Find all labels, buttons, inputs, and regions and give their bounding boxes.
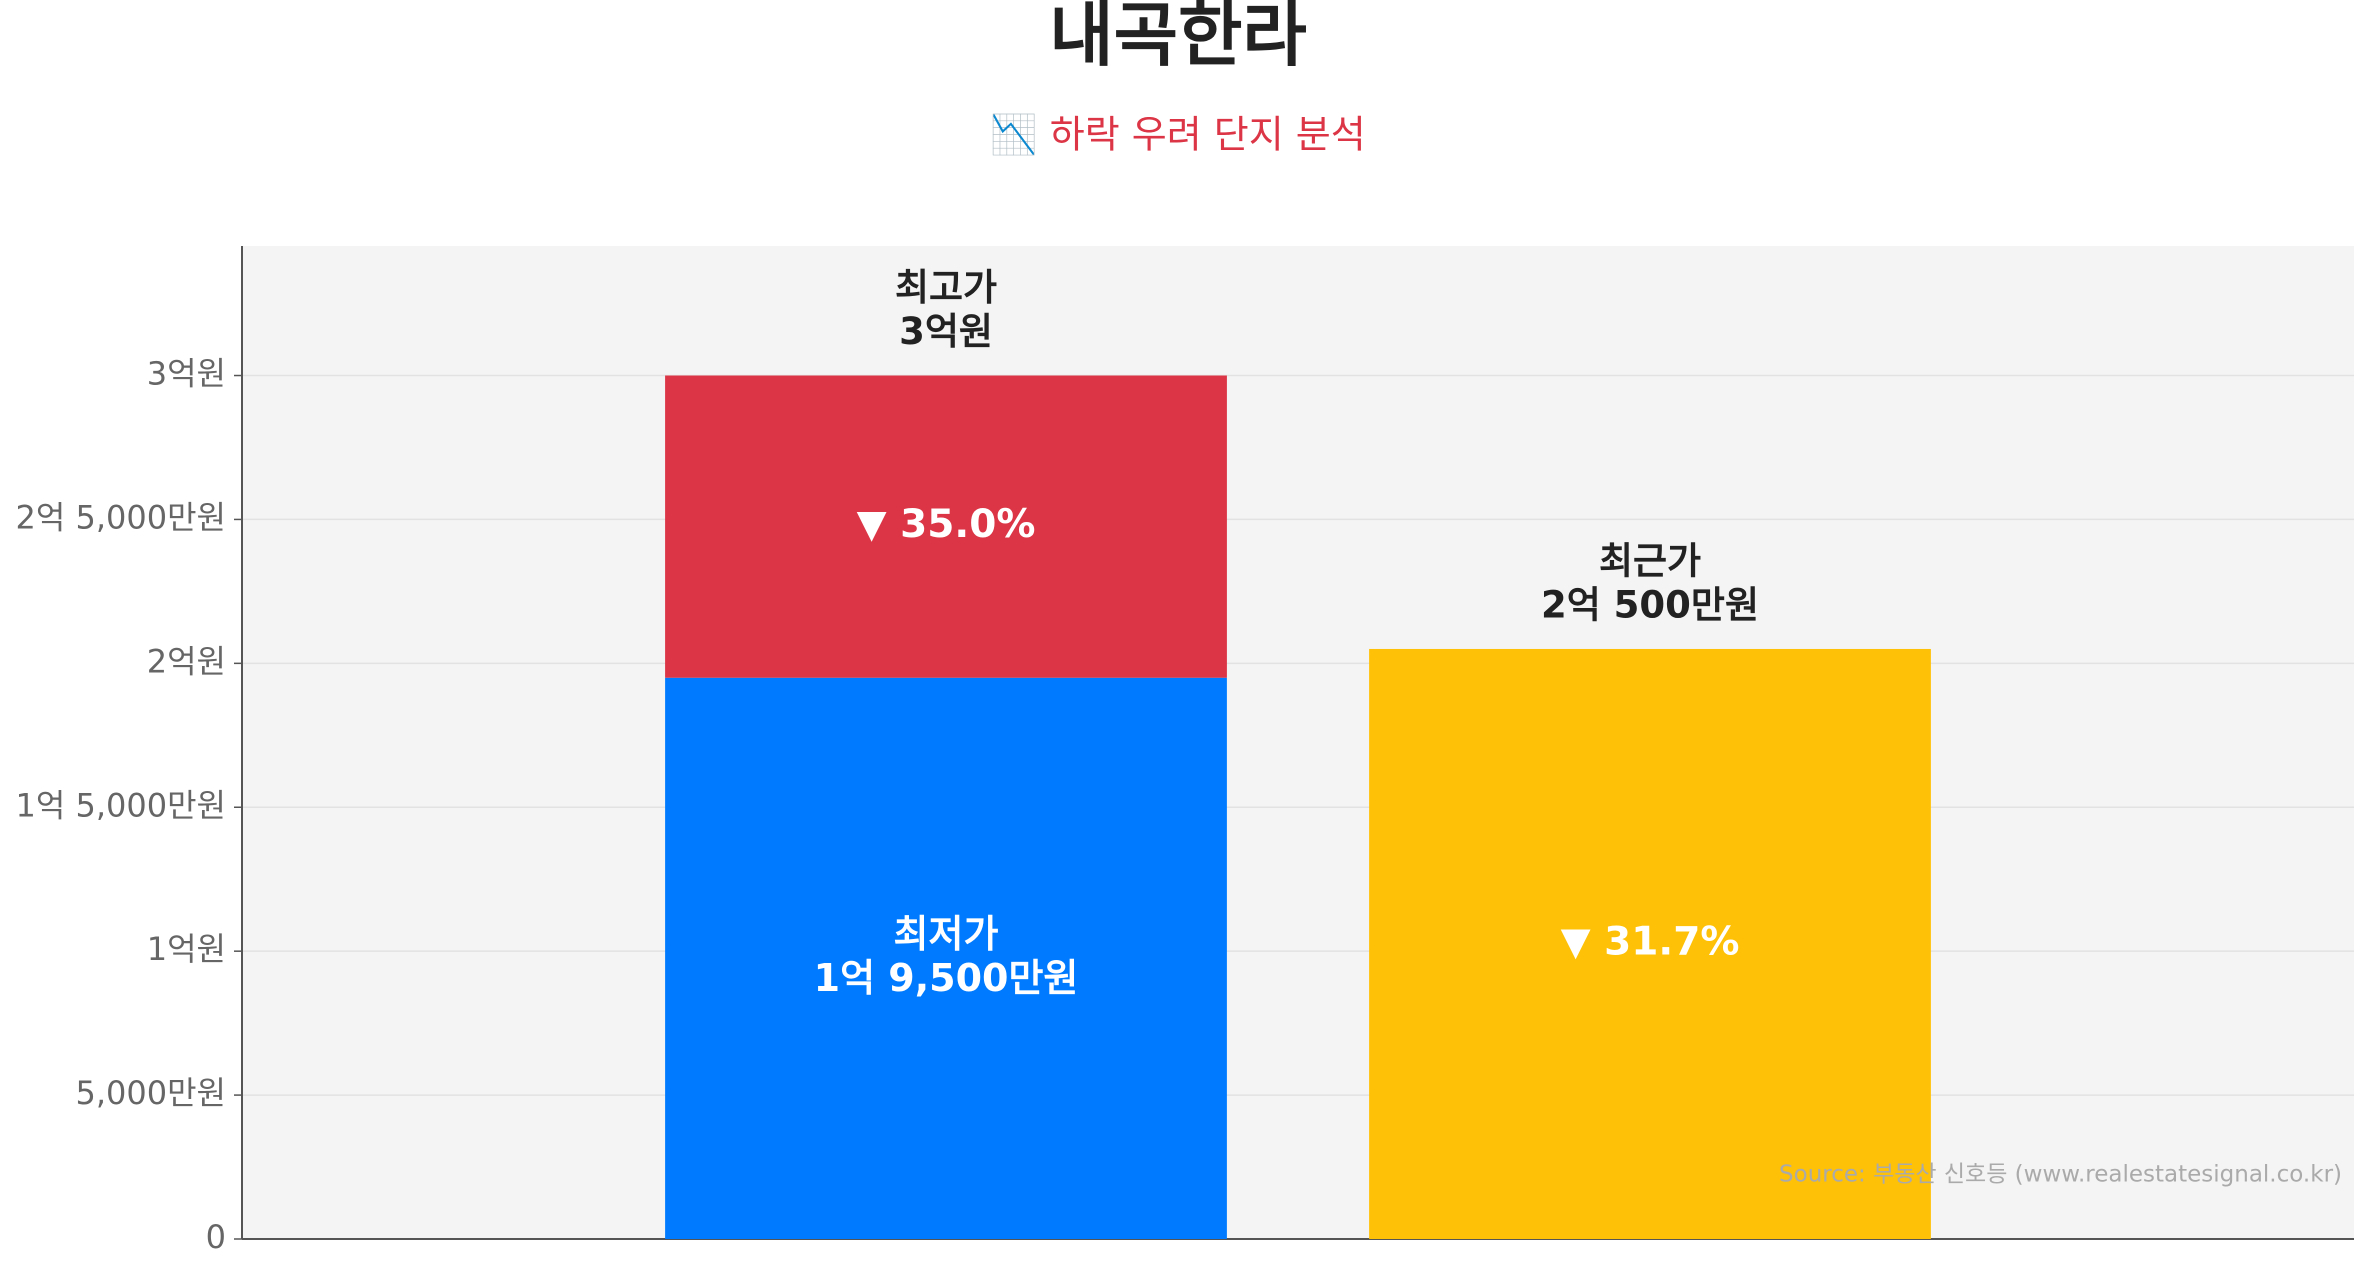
y-tick-label: 1억원 (147, 930, 226, 968)
chart-subtitle: 📉 하락 우려 단지 분석 (990, 113, 1365, 157)
bar-name: 최근가 (1599, 539, 1701, 582)
source-note: Source: 부동산 신호등 (www.realestatesignal.co… (1779, 1162, 2342, 1188)
bar-name: 최고가 (895, 266, 997, 309)
y-tick-label: 3억원 (147, 355, 226, 393)
drop-label: ▼ 31.7% (1561, 919, 1740, 964)
bar-segment (665, 375, 1227, 678)
value-label: 2억 500만원 (1541, 583, 1759, 626)
bar-name: 최저가 (894, 912, 999, 956)
bar-segment (665, 677, 1227, 1239)
drop-label: ▼ 35.0% (857, 502, 1036, 547)
y-tick-label: 1억 5,000만원 (16, 786, 226, 824)
y-tick-label: 5,000만원 (76, 1074, 227, 1112)
bar-segment (1369, 648, 1931, 1239)
y-tick-label: 2억 5,000만원 (16, 498, 226, 536)
value-label: 1억 9,500만원 (814, 956, 1079, 1000)
chart-title: 내곡한라 (1049, 0, 1307, 76)
y-tick-label: 2억원 (147, 642, 226, 680)
plot-background (242, 246, 2354, 1239)
y-tick-label: 0 (206, 1218, 226, 1256)
value-label: 3억원 (899, 310, 993, 353)
